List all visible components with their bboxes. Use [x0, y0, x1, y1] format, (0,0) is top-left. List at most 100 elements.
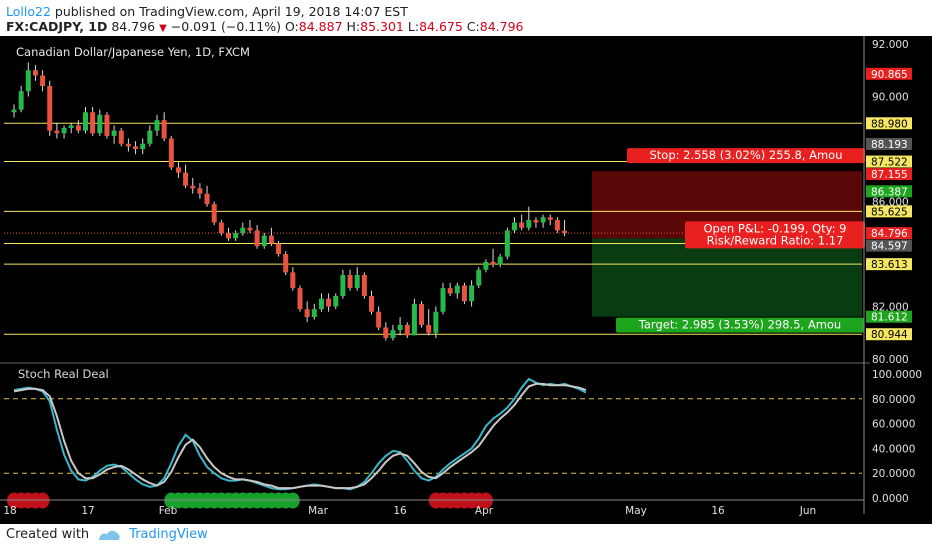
price-pane: Stop: 2.558 (3.02%) 255.8, Amou Open P&L:… — [4, 62, 865, 341]
low-label: L: — [407, 19, 420, 34]
candle-body — [376, 311, 382, 328]
price-tick-label: 80.000 — [872, 354, 909, 366]
stop-label-text: Stop: 2.558 (3.02%) 255.8, Amou — [649, 148, 842, 162]
candle-body — [175, 167, 181, 173]
candle-body — [433, 311, 439, 333]
price-label-text: 84.796 — [871, 228, 908, 240]
candle-body — [118, 130, 124, 144]
candle-body — [326, 298, 332, 307]
candle-body — [240, 227, 246, 233]
price-label-text: 87.155 — [871, 169, 908, 181]
stoch-title: Stoch Real Deal — [18, 367, 109, 381]
candle-body — [347, 275, 353, 289]
price-label-box — [866, 137, 912, 150]
candle-body — [104, 114, 110, 136]
candle-body — [426, 324, 432, 333]
candle-body — [68, 125, 74, 128]
time-tick-label: Jun — [799, 505, 816, 517]
price-label-text: 87.522 — [871, 157, 908, 169]
created-with-text: Created with — [6, 527, 90, 542]
high-value: 85.301 — [360, 19, 404, 34]
candle-body — [540, 217, 546, 223]
candle-body — [562, 230, 568, 234]
candle-body — [197, 188, 203, 194]
price-label-box — [866, 155, 912, 168]
candle-body — [75, 125, 81, 131]
price-label-text: 90.865 — [871, 69, 908, 81]
candle-body — [304, 309, 310, 317]
symbol-line: FX:CADJPY, 1D 84.796 ▼ −0.091 (−0.11%) O… — [6, 19, 524, 34]
price-label-box — [866, 258, 912, 271]
candle-body — [297, 288, 303, 310]
price-tick-label: 90.000 — [872, 92, 909, 104]
pnl-label-text: Risk/Reward Ratio: 1.17 — [707, 233, 844, 247]
candle-body — [512, 222, 517, 231]
candle-body — [390, 330, 396, 338]
candle-body — [340, 275, 346, 296]
price-label-box — [866, 227, 912, 240]
candle-body — [483, 261, 489, 270]
candle-body — [218, 222, 224, 233]
stoch-tick-label: 60.0000 — [872, 419, 915, 431]
time-tick-label: Feb — [159, 505, 178, 517]
candle-body — [111, 130, 117, 136]
time-tick-label: 18 — [3, 505, 16, 517]
candle-body — [233, 233, 239, 239]
publish-line: Lollo22 published on TradingView.com, Ap… — [6, 4, 408, 19]
candle-body — [61, 128, 67, 134]
candle-body — [454, 285, 460, 294]
candle-body — [361, 275, 367, 296]
price-label-box — [866, 239, 912, 252]
candle-body — [318, 298, 324, 310]
candle-body — [490, 261, 496, 265]
candle-body — [140, 143, 146, 149]
candle-body — [440, 288, 446, 312]
footer: Created with TradingView — [6, 527, 208, 542]
candle-body — [254, 230, 260, 247]
open-label: O: — [284, 19, 299, 34]
time-tick-label: Apr — [475, 505, 494, 517]
candle-body — [311, 309, 317, 317]
candle-body — [268, 235, 274, 244]
price-label-text: 80.944 — [871, 329, 908, 341]
candle-body — [369, 296, 374, 312]
candle-body — [469, 285, 475, 302]
candle-body — [40, 75, 46, 86]
price-label-text: 83.613 — [871, 259, 908, 271]
price-label-box — [866, 185, 912, 198]
candle-body — [25, 70, 31, 92]
candle-body — [133, 146, 139, 149]
tradingview-brand[interactable]: TradingView — [129, 527, 208, 542]
price-label-box — [866, 310, 912, 323]
close-label: C: — [466, 19, 480, 34]
candle-body — [261, 235, 267, 247]
price-tick-label: 82.000 — [872, 302, 909, 314]
candle-body — [11, 109, 17, 113]
pnl-label-text: Open P&L: -0.199, Qty: 9 — [704, 221, 847, 235]
price-change: −0.091 (−0.11%) — [170, 19, 281, 34]
time-tick-label: May — [625, 505, 647, 517]
price-label-box — [866, 67, 912, 80]
author-link[interactable]: Lollo22 — [6, 4, 51, 19]
candle-body — [447, 288, 453, 294]
chart-canvas[interactable]: Stop: 2.558 (3.02%) 255.8, Amou Open P&L:… — [0, 36, 932, 524]
target-label-text: Target: 2.985 (3.53%) 298.5, Amou — [638, 318, 841, 332]
candle-body — [125, 143, 131, 147]
stoch-tick-label: 80.0000 — [872, 394, 915, 406]
candle-body — [533, 219, 539, 223]
target-zone — [592, 238, 862, 317]
candle-body — [461, 285, 467, 302]
candle-body — [147, 130, 153, 144]
price-label-text: 88.193 — [871, 139, 908, 151]
candle-body — [519, 222, 525, 228]
candle-body — [497, 256, 503, 265]
candle-body — [276, 243, 282, 254]
candle-body — [83, 112, 88, 131]
time-tick-label: 16 — [711, 505, 725, 517]
time-tick-label: Mar — [308, 505, 328, 517]
candle-body — [18, 91, 24, 110]
stoch-tick-label: 0.0000 — [872, 493, 909, 505]
candle-body — [411, 303, 417, 336]
candle-body — [247, 227, 253, 231]
time-tick-label: 17 — [81, 505, 94, 517]
